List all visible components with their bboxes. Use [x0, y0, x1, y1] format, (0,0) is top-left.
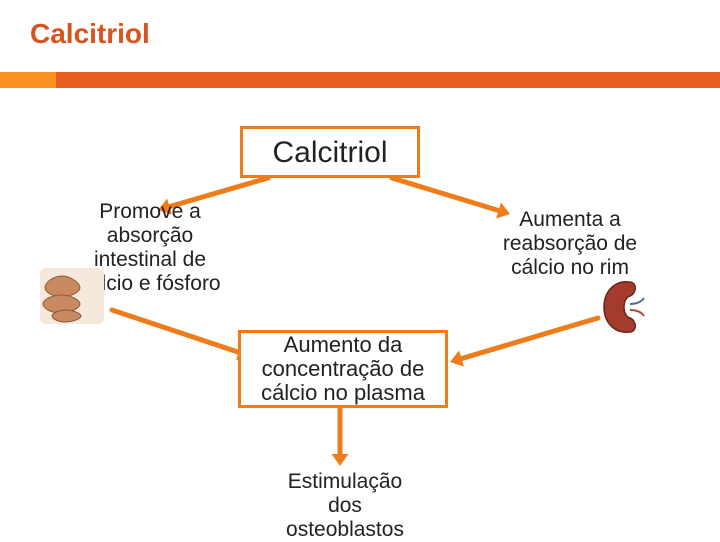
right-effect-label: Aumenta areabsorção decálcio no rim: [465, 208, 675, 288]
accent-bar: [0, 72, 720, 88]
accent-bar-seg-a: [0, 72, 56, 88]
accent-bar-seg-b: [56, 72, 720, 88]
intestine-icon: [40, 268, 104, 324]
kidney-icon: [600, 278, 646, 336]
page-title: Calcitriol: [30, 18, 150, 50]
plasma-concentration-box: Aumento daconcentração decálcio no plasm…: [238, 330, 448, 408]
calcitriol-box: Calcitriol: [240, 126, 420, 178]
osteoblast-label: Estimulaçãodososteoblastos: [255, 470, 435, 540]
plasma-concentration-text: Aumento daconcentração decálcio no plasm…: [261, 333, 425, 406]
calcitriol-box-text: Calcitriol: [272, 136, 387, 169]
